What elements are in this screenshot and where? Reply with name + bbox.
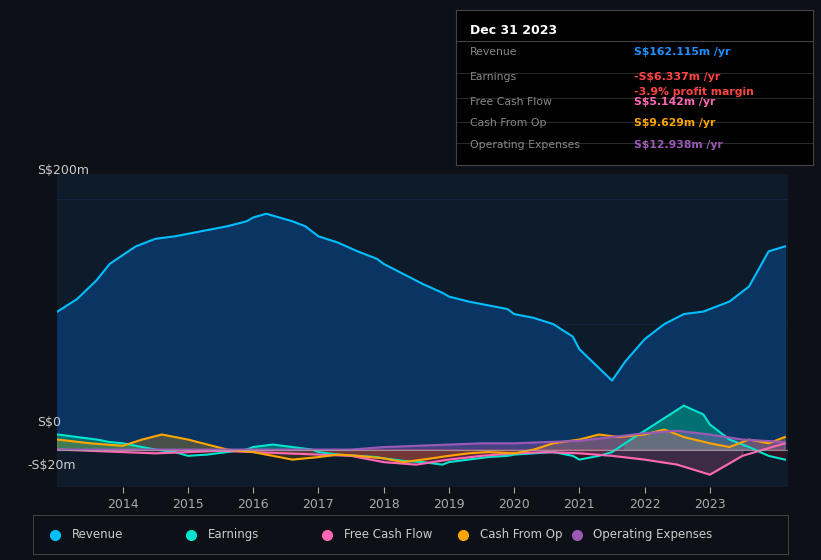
Text: -S$6.337m /yr: -S$6.337m /yr <box>635 72 721 82</box>
Text: Free Cash Flow: Free Cash Flow <box>344 528 433 542</box>
Text: Earnings: Earnings <box>208 528 259 542</box>
Text: S$5.142m /yr: S$5.142m /yr <box>635 97 716 107</box>
Text: Dec 31 2023: Dec 31 2023 <box>470 24 557 36</box>
Text: Operating Expenses: Operating Expenses <box>594 528 713 542</box>
Text: Revenue: Revenue <box>470 47 517 57</box>
Text: Cash From Op: Cash From Op <box>470 119 547 128</box>
Text: -3.9% profit margin: -3.9% profit margin <box>635 87 754 97</box>
Text: S$12.938m /yr: S$12.938m /yr <box>635 141 723 150</box>
Text: Cash From Op: Cash From Op <box>480 528 562 542</box>
Text: S$9.629m /yr: S$9.629m /yr <box>635 119 716 128</box>
Text: S$200m: S$200m <box>37 164 89 178</box>
Text: S$162.115m /yr: S$162.115m /yr <box>635 47 731 57</box>
Text: Earnings: Earnings <box>470 72 517 82</box>
Text: Free Cash Flow: Free Cash Flow <box>470 97 552 107</box>
Text: S$0: S$0 <box>37 416 61 430</box>
Text: Operating Expenses: Operating Expenses <box>470 141 580 150</box>
Text: Revenue: Revenue <box>72 528 123 542</box>
Text: -S$20m: -S$20m <box>27 459 76 473</box>
